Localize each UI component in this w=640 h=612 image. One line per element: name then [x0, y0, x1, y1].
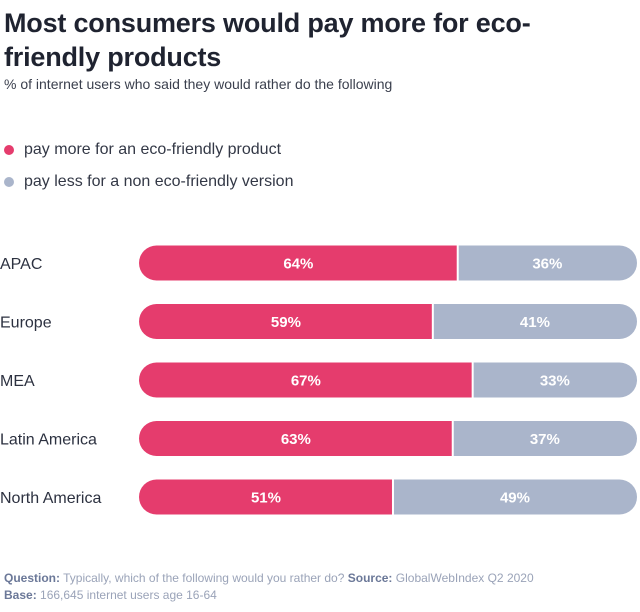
segment-divider-north-america	[391, 479, 394, 515]
bar-segment-pay-more-europe	[139, 304, 433, 339]
data-label-pay-more-latin-america: 63%	[281, 431, 311, 448]
data-label-pay-more-north-america: 51%	[251, 490, 281, 507]
bar-segment-pay-more-latin-america	[139, 421, 453, 456]
category-label-europe: Europe	[0, 315, 52, 332]
bar-row-latin-america: Latin America 63% 37%	[0, 421, 637, 456]
chart-footer: Question: Typically, which of the follow…	[4, 570, 534, 604]
source-label: Source:	[347, 571, 393, 585]
chart-subtitle: % of internet users who said they would …	[4, 76, 393, 92]
source-text: GlobalWebIndex Q2 2020	[395, 571, 534, 585]
category-label-north-america: North America	[0, 490, 101, 507]
legend-dot-pay-less	[4, 177, 14, 187]
legend: pay more for an eco-friendly product pay…	[4, 134, 293, 198]
stacked-bar-chart: APAC 64% 36% Europe 59% 41% MEA 67% 33% Latin Ame…	[0, 245, 637, 515]
bar-row-north-america: North America 51% 49%	[0, 479, 637, 515]
data-label-pay-more-mea: 67%	[291, 373, 321, 390]
data-label-pay-more-apac: 64%	[283, 256, 313, 273]
category-label-mea: MEA	[0, 373, 35, 390]
bar-segment-pay-less-mea	[472, 362, 637, 398]
footer-question-line: Question: Typically, which of the follow…	[4, 570, 534, 587]
legend-label-pay-less: pay less for a non eco-friendly version	[24, 173, 294, 190]
bar-segment-pay-less-north-america	[392, 479, 637, 515]
legend-item-pay-less: pay less for a non eco-friendly version	[4, 166, 293, 198]
legend-label-pay-more: pay more for an eco-friendly product	[24, 141, 282, 158]
data-label-pay-less-europe: 41%	[520, 314, 550, 331]
category-label-latin-america: Latin America	[0, 432, 97, 449]
segment-divider-europe	[431, 304, 434, 339]
legend-item-pay-more: pay more for an eco-friendly product	[4, 134, 293, 166]
question-label: Question:	[4, 571, 60, 585]
data-label-pay-less-north-america: 49%	[500, 490, 530, 507]
data-label-pay-less-apac: 36%	[532, 256, 562, 273]
bar-segment-pay-more-mea	[139, 362, 473, 398]
segment-divider-mea	[471, 362, 474, 398]
bar-segment-pay-less-apac	[457, 245, 637, 281]
question-text: Typically, which of the following would …	[63, 571, 345, 585]
segment-divider-latin-america	[451, 421, 454, 456]
bar-segment-pay-less-europe	[432, 304, 637, 339]
footer-base-line: Base: 166,645 internet users age 16-64	[4, 587, 534, 604]
bar-row-europe: Europe 59% 41%	[0, 304, 637, 339]
chart-title: Most consumers would pay more for eco-fr…	[4, 8, 531, 72]
bar-row-apac: APAC 64% 36%	[0, 245, 637, 281]
base-text: 166,645 internet users age 16-64	[40, 588, 217, 602]
bar-segment-pay-less-latin-america	[452, 421, 637, 456]
data-label-pay-more-europe: 59%	[271, 314, 301, 331]
segment-divider-apac	[456, 245, 459, 281]
legend-dot-pay-more	[4, 145, 14, 155]
category-label-apac: APAC	[0, 256, 42, 273]
base-label: Base:	[4, 588, 37, 602]
data-label-pay-less-latin-america: 37%	[530, 431, 560, 448]
data-label-pay-less-mea: 33%	[540, 373, 570, 390]
bar-segment-pay-more-north-america	[139, 479, 393, 515]
bar-row-mea: MEA 67% 33%	[0, 362, 637, 398]
bar-segment-pay-more-apac	[139, 245, 458, 281]
